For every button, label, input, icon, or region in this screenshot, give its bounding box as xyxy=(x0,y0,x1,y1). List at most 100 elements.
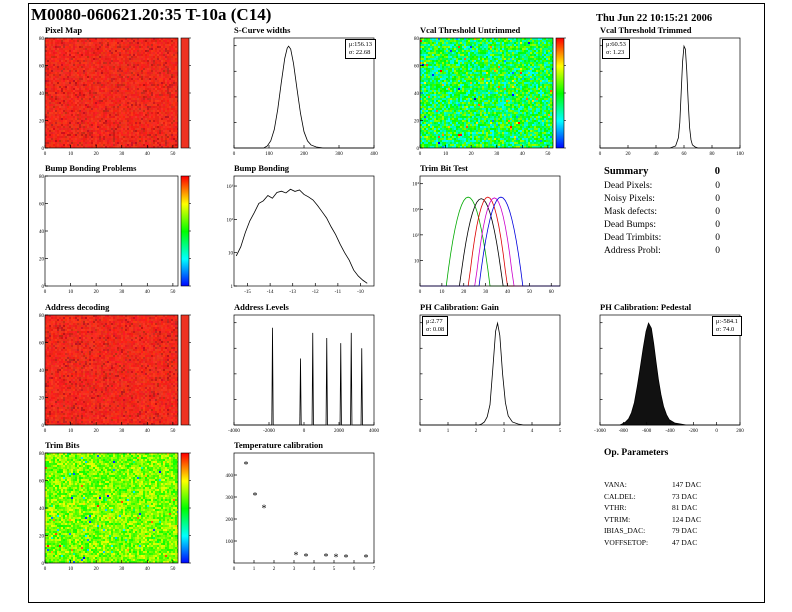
summary-block: Summary 0 Dead Pixels: 0 Noisy Pixels: 0 M… xyxy=(604,166,720,258)
panel-ph-pedestal: PH Calibration: Pedestal μ:-584.1 σ: 74.… xyxy=(586,302,758,444)
op-parameter-row: VOFFSETOP: 47 DAC xyxy=(604,537,736,549)
bump_problems-canvas xyxy=(31,174,194,300)
panel-title: PH Calibration: Gain xyxy=(420,302,499,312)
stats-sigma: σ: 1.23 xyxy=(606,49,625,56)
param-value: 73 DAC xyxy=(672,491,698,501)
param-value: 147 DAC xyxy=(672,480,701,489)
panel-title: Trim Bit Test xyxy=(420,163,469,173)
summary-label: Mask defects: xyxy=(604,207,658,217)
panel-trim-bit-test: Trim Bit Test xyxy=(406,163,578,305)
op-parameter-row: VTRIM: 124 DAC xyxy=(604,514,736,526)
trim-bits-heatmap xyxy=(31,451,203,582)
summary-value: 0 xyxy=(715,220,720,230)
panel-scurve-widths: S-Curve widths μ:156.13 σ: 22.68 xyxy=(220,25,392,167)
summary-row: Dead Trimbits: 0 xyxy=(604,232,720,245)
summary-row: Dead Pixels: 0 xyxy=(604,180,720,193)
summary-value: 0 xyxy=(715,194,720,204)
panel-address-levels: Address Levels xyxy=(220,302,392,444)
summary-row: Dead Bumps: 0 xyxy=(604,219,720,232)
param-label: VTHR: xyxy=(604,503,627,512)
trim_bits-canvas xyxy=(31,451,194,577)
panel-vcal-untrimmed: Vcal Threshold Untrimmed xyxy=(406,25,578,167)
panel-title: Vcal Threshold Untrimmed xyxy=(420,25,521,35)
stats-box: μ:-584.1 σ: 74.0 xyxy=(711,316,742,336)
panel-bump-bonding-problems: Bump Bonding Problems xyxy=(31,163,203,305)
param-value: 81 DAC xyxy=(672,503,698,512)
panel-trim-bits: Trim Bits xyxy=(31,440,203,582)
panel-bump-bonding: Bump Bonding xyxy=(220,163,392,305)
pixel_map-canvas xyxy=(31,36,194,162)
panel-temperature-calibration: Temperature calibration xyxy=(220,440,392,582)
stats-sigma: σ: 0.08 xyxy=(426,326,445,333)
panel-title: Pixel Map xyxy=(45,25,83,35)
panel-title: S-Curve widths xyxy=(234,25,291,35)
op-parameter-row: CALDEL: 73 DAC xyxy=(604,491,736,503)
vcal_untrimmed-canvas xyxy=(406,36,569,162)
summary-value: 0 xyxy=(715,181,720,191)
param-label: CALDEL: xyxy=(604,491,636,501)
summary-row: Noisy Pixels: 0 xyxy=(604,193,720,206)
address_levels-canvas xyxy=(220,313,390,439)
trim-bit-test-histogram xyxy=(406,174,578,305)
panel-title: Bump Bonding xyxy=(234,163,290,173)
bump_bonding-canvas xyxy=(220,174,390,300)
address-levels-histogram xyxy=(220,313,392,444)
summary-label: Address Probl: xyxy=(604,246,661,256)
param-label: VANA: xyxy=(604,480,627,489)
stats-box: μ:60.53 σ: 1.23 xyxy=(602,39,630,59)
summary-title: Summary xyxy=(604,166,649,177)
panel-ph-gain: PH Calibration: Gain μ:2.77 σ: 0.08 xyxy=(406,302,578,444)
op-parameter-row: VTHR: 81 DAC xyxy=(604,502,736,514)
panel-title: Vcal Threshold Trimmed xyxy=(600,25,692,35)
op-parameters-block: Op. Parameters VANA: 147 DAC CALDEL: 73 DA… xyxy=(604,448,736,548)
address_decoding-canvas xyxy=(31,313,194,439)
page-title: M0080-060621.20:35 T-10a (C14) xyxy=(31,5,272,24)
panel-title: PH Calibration: Pedestal xyxy=(600,302,692,312)
summary-value: 0 xyxy=(715,246,720,256)
summary-value: 0 xyxy=(715,233,720,243)
bump-bonding-histogram xyxy=(220,174,392,305)
address-decoding-heatmap xyxy=(31,313,203,444)
param-value: 124 DAC xyxy=(672,514,701,524)
op-parameter-row: IBIAS_DAC: 79 DAC xyxy=(604,525,736,537)
stats-mu: μ:2.77 xyxy=(426,318,443,325)
summary-label: Dead Bumps: xyxy=(604,220,656,230)
panel-title: Bump Bonding Problems xyxy=(45,163,137,173)
trimbit_test-canvas xyxy=(406,174,576,300)
temperature-scatter xyxy=(220,451,392,582)
temperature-canvas xyxy=(220,451,390,577)
summary-label: Dead Trimbits: xyxy=(604,233,662,243)
panel-title: Trim Bits xyxy=(45,440,80,450)
summary-value: 0 xyxy=(715,207,720,217)
param-value: 47 DAC xyxy=(672,537,698,547)
param-label: VOFFSETOP: xyxy=(604,537,649,547)
param-value: 79 DAC xyxy=(672,526,698,535)
panel-title: Address decoding xyxy=(45,302,110,312)
panel-pixel-map: Pixel Map xyxy=(31,25,203,167)
pixel-map-heatmap xyxy=(31,36,203,167)
timestamp: Thu Jun 22 10:15:21 2006 xyxy=(596,13,713,24)
page-border xyxy=(28,3,765,603)
summary-total: 0 xyxy=(714,166,720,177)
stats-mu: μ:60.53 xyxy=(606,41,626,48)
summary-label: Dead Pixels: xyxy=(604,181,653,191)
op-parameters-title: Op. Parameters xyxy=(604,448,669,458)
panel-title: Temperature calibration xyxy=(234,440,324,450)
vcal-untrimmed-heatmap xyxy=(406,36,578,167)
stats-mu: μ:-584.1 xyxy=(715,318,738,325)
summary-header: Summary 0 xyxy=(604,166,720,177)
panel-vcal-trimmed: Vcal Threshold Trimmed μ:60.53 σ: 1.23 xyxy=(586,25,758,167)
op-parameter-row: VANA: 147 DAC xyxy=(604,479,736,491)
summary-row: Address Probl: 0 xyxy=(604,245,720,258)
stats-sigma: σ: 22.68 xyxy=(348,49,371,56)
stats-box: μ:156.13 σ: 22.68 xyxy=(344,39,376,59)
bump-problems-heatmap xyxy=(31,174,203,305)
summary-row: Mask defects: 0 xyxy=(604,206,720,219)
panel-title: Address Levels xyxy=(234,302,289,312)
stats-box: μ:2.77 σ: 0.08 xyxy=(422,316,449,336)
summary-label: Noisy Pixels: xyxy=(604,194,655,204)
stats-mu: μ:156.13 xyxy=(348,41,372,48)
stats-sigma: σ: 74.0 xyxy=(715,326,735,333)
param-label: IBIAS_DAC: xyxy=(604,526,646,535)
